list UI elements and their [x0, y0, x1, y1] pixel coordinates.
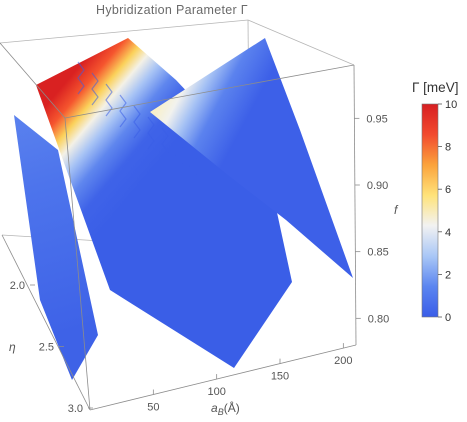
colorbar-tick-label: 2 [445, 269, 451, 281]
z-tick-label: 0.85 [367, 247, 388, 259]
colorbar-tick-label: 6 [445, 184, 451, 196]
surface-main-panel [36, 38, 292, 368]
surface-left-panel [14, 115, 98, 380]
x-axis-label: aB(Å) [211, 400, 240, 417]
colorbar-ticks: 0 2 4 6 8 10 [438, 99, 457, 324]
y-tick-label: 2.0 [10, 280, 25, 292]
surface-right-panel [150, 38, 353, 278]
axis-ticks: 50 100 150 200 2.0 2.5 3.0 0.80 0.85 0.90 0.95 [10, 113, 390, 415]
box-edge-back-top [0, 19, 249, 44]
x-tick-label: 100 [207, 386, 225, 398]
colorbar-tick-label: 10 [445, 99, 457, 111]
surface-step [161, 127, 169, 161]
colorbar-bar [421, 103, 439, 318]
box-edge-bottom-front [89, 344, 357, 411]
colorbar-tick-label: 8 [445, 142, 451, 154]
x-tick-label: 50 [147, 402, 159, 414]
y-tick-label: 3.0 [68, 403, 83, 415]
plot-box-front [0, 42, 357, 411]
surface-step [91, 72, 99, 106]
colorbar-tick-label: 0 [445, 312, 451, 324]
surface-step [175, 138, 183, 172]
box-edge-front-top-left [0, 42, 66, 119]
colorbar-title: Γ [meV] [412, 80, 458, 95]
surface-step [189, 149, 197, 183]
box-edge-front-top-right [64, 64, 355, 119]
x-tick-label: 150 [271, 371, 289, 383]
z-tick-label: 0.95 [366, 113, 387, 125]
surface-step [133, 105, 141, 139]
z-axis-label: f [394, 203, 399, 217]
x-tick-label: 200 [334, 355, 352, 367]
surface-step [77, 61, 85, 95]
y-tick-label: 2.5 [39, 342, 54, 354]
z-tick-label: 0.90 [367, 180, 388, 192]
y-axis-label: η [9, 340, 16, 354]
surface-step [105, 83, 113, 117]
z-tick-label: 0.80 [368, 313, 389, 325]
colorbar-tick-label: 4 [445, 227, 451, 239]
box-edge-right-vertical [353, 64, 357, 346]
box-edge-front-vertical [64, 117, 91, 411]
box-edge-back-top-right [247, 19, 355, 66]
chart-title: Hybridization Parameter Γ [96, 3, 248, 17]
surface-main-steps [77, 61, 197, 183]
surface-step [119, 94, 127, 128]
box-edge-bottom-left [1, 234, 91, 411]
surface-step [147, 116, 155, 150]
